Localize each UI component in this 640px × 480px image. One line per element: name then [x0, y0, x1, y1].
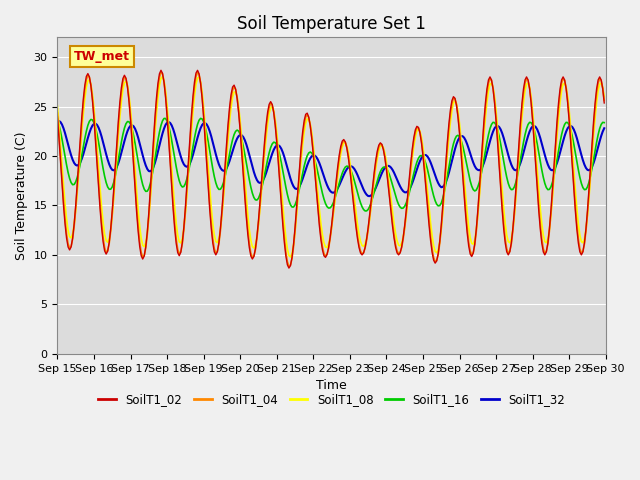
SoilT1_08	[54, 103, 61, 108]
SoilT1_16	[600, 120, 608, 125]
SoilT1_02	[54, 114, 61, 120]
SoilT1_04	[54, 110, 61, 116]
SoilT1_02	[120, 72, 128, 78]
SoilT1_08	[218, 212, 226, 218]
Line: SoilT1_04: SoilT1_04	[58, 72, 604, 266]
SoilT1_02	[157, 67, 165, 73]
SoilT1_16	[361, 208, 369, 214]
Y-axis label: Soil Temperature (C): Soil Temperature (C)	[15, 132, 28, 260]
SoilT1_32	[55, 118, 63, 124]
SoilT1_04	[296, 168, 303, 174]
SoilT1_02	[296, 163, 303, 169]
Line: SoilT1_08: SoilT1_08	[58, 77, 604, 257]
Line: SoilT1_16: SoilT1_16	[58, 119, 604, 211]
SoilT1_16	[236, 132, 244, 137]
SoilT1_02	[285, 265, 292, 271]
SoilT1_32	[122, 133, 130, 139]
Text: TW_met: TW_met	[74, 50, 130, 63]
SoilT1_32	[54, 119, 61, 124]
SoilT1_02	[573, 226, 580, 232]
SoilT1_16	[120, 125, 128, 131]
SoilT1_16	[573, 158, 580, 164]
SoilT1_32	[294, 185, 302, 191]
SoilT1_02	[600, 100, 608, 106]
SoilT1_04	[600, 97, 608, 103]
SoilT1_32	[236, 132, 244, 138]
SoilT1_08	[246, 227, 253, 232]
SoilT1_08	[600, 94, 608, 99]
SoilT1_16	[54, 117, 61, 123]
SoilT1_04	[573, 221, 580, 227]
SoilT1_04	[120, 74, 128, 80]
SoilT1_08	[159, 74, 166, 80]
SoilT1_32	[573, 135, 580, 141]
SoilT1_16	[294, 192, 302, 198]
Title: Soil Temperature Set 1: Soil Temperature Set 1	[237, 15, 426, 33]
SoilT1_16	[246, 177, 253, 182]
SoilT1_04	[236, 125, 244, 131]
SoilT1_04	[246, 241, 253, 247]
SoilT1_02	[218, 207, 226, 213]
SoilT1_32	[246, 152, 253, 158]
SoilT1_16	[218, 184, 226, 190]
X-axis label: Time: Time	[316, 379, 347, 392]
SoilT1_32	[366, 193, 374, 199]
SoilT1_08	[573, 205, 580, 211]
SoilT1_08	[287, 254, 294, 260]
SoilT1_32	[600, 125, 608, 131]
Line: SoilT1_02: SoilT1_02	[58, 70, 604, 268]
SoilT1_04	[218, 211, 226, 217]
SoilT1_02	[236, 128, 244, 134]
SoilT1_08	[120, 80, 128, 85]
SoilT1_02	[246, 245, 253, 251]
Line: SoilT1_32: SoilT1_32	[58, 121, 604, 196]
SoilT1_32	[218, 167, 226, 173]
Legend: SoilT1_02, SoilT1_04, SoilT1_08, SoilT1_16, SoilT1_32: SoilT1_02, SoilT1_04, SoilT1_08, SoilT1_…	[93, 389, 570, 411]
SoilT1_08	[296, 176, 303, 181]
SoilT1_16	[196, 116, 204, 121]
SoilT1_08	[236, 118, 244, 124]
SoilT1_04	[285, 264, 292, 269]
SoilT1_04	[194, 70, 202, 75]
